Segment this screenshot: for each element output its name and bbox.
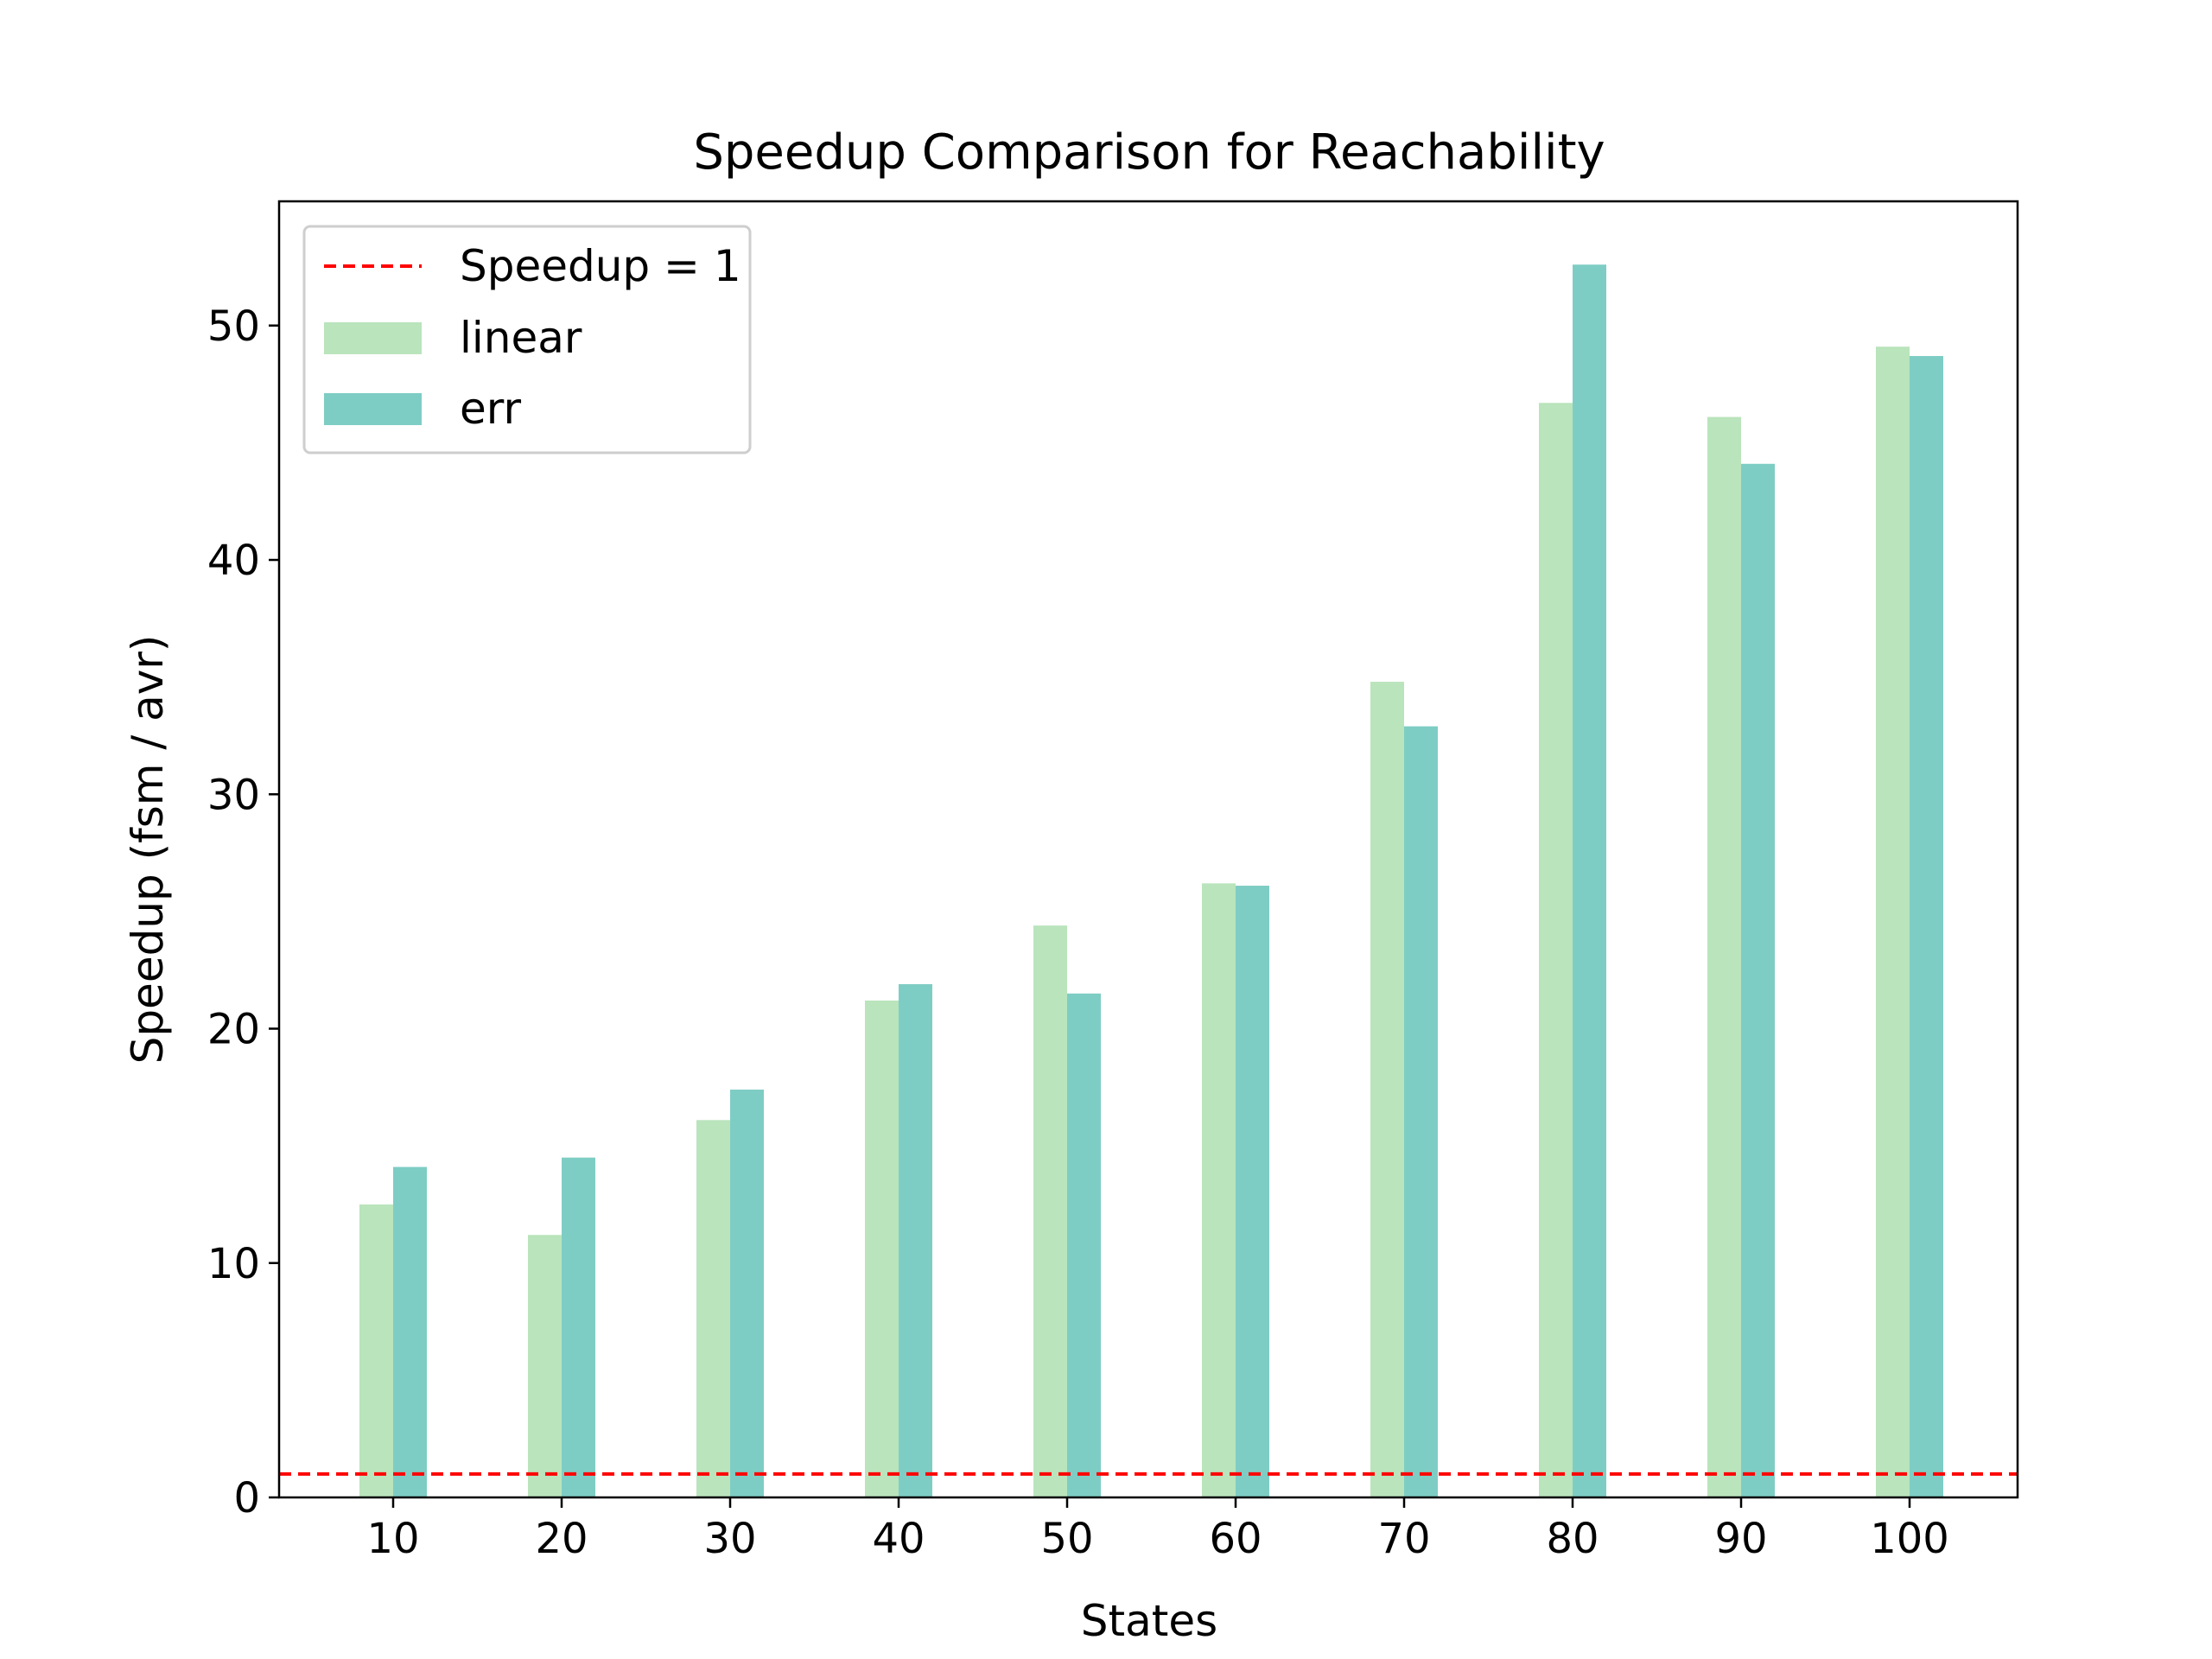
bar-err-100: [1910, 356, 1943, 1498]
y-axis-ticks: 0 10 20 30 40 50: [207, 302, 279, 1522]
bar-err-20: [562, 1157, 595, 1497]
y-tick-label-30: 30: [207, 771, 260, 819]
plot-frame: [277, 200, 2019, 1499]
bar-err-90: [1741, 463, 1775, 1497]
bar-linear-30: [696, 1120, 730, 1497]
x-tick-label-80: 80: [1546, 1515, 1599, 1563]
bar-err-50: [1067, 993, 1101, 1497]
legend-label-linear: linear: [460, 313, 582, 363]
x-tick-label-10: 10: [366, 1515, 419, 1563]
legend-label-err: err: [460, 384, 521, 434]
chart-title: Speedup Comparison for Reachability: [693, 124, 1605, 181]
y-tick-label-10: 10: [207, 1240, 260, 1288]
x-tick-label-20: 20: [535, 1515, 588, 1563]
bar-err-60: [1236, 886, 1269, 1497]
x-tick-label-60: 60: [1209, 1515, 1262, 1563]
legend: Speedup = 1 linear err: [302, 225, 752, 454]
y-tick-label-0: 0: [233, 1474, 260, 1522]
bar-linear-100: [1876, 346, 1910, 1497]
bar-linear-10: [359, 1204, 393, 1497]
bar-linear-40: [865, 1000, 899, 1497]
x-tick-label-70: 70: [1377, 1515, 1430, 1563]
bar-linear-90: [1707, 416, 1741, 1498]
x-tick-label-30: 30: [703, 1515, 756, 1563]
y-tick-label-50: 50: [207, 302, 260, 351]
bar-linear-60: [1202, 883, 1236, 1497]
legend-label-reference-line: Speedup = 1: [460, 241, 741, 291]
bar-err-40: [899, 983, 932, 1497]
x-tick-label-100: 100: [1870, 1515, 1949, 1563]
bar-err-10: [393, 1166, 427, 1497]
x-axis-ticks: 10 20 30 40 50 60 70 80 90 100: [366, 1497, 1949, 1563]
y-tick-label-20: 20: [207, 1006, 260, 1054]
x-tick-label-50: 50: [1040, 1515, 1093, 1563]
x-tick-label-40: 40: [872, 1515, 925, 1563]
bar-err-70: [1404, 726, 1438, 1497]
bar-linear-70: [1370, 682, 1404, 1497]
x-tick-label-90: 90: [1714, 1515, 1767, 1563]
bar-linear-20: [528, 1235, 562, 1497]
bar-linear-50: [1033, 925, 1067, 1497]
x-axis-label: States: [1081, 1596, 1217, 1646]
bar-linear-80: [1539, 403, 1573, 1497]
bar-err-30: [730, 1090, 764, 1497]
bars-group: [359, 264, 1943, 1498]
y-tick-label-40: 40: [207, 537, 260, 585]
legend-swatch-linear: [324, 322, 422, 354]
y-axis-label: Speedup (fsm / avr): [123, 635, 173, 1065]
legend-swatch-err: [324, 393, 422, 425]
bar-err-80: [1573, 264, 1606, 1498]
